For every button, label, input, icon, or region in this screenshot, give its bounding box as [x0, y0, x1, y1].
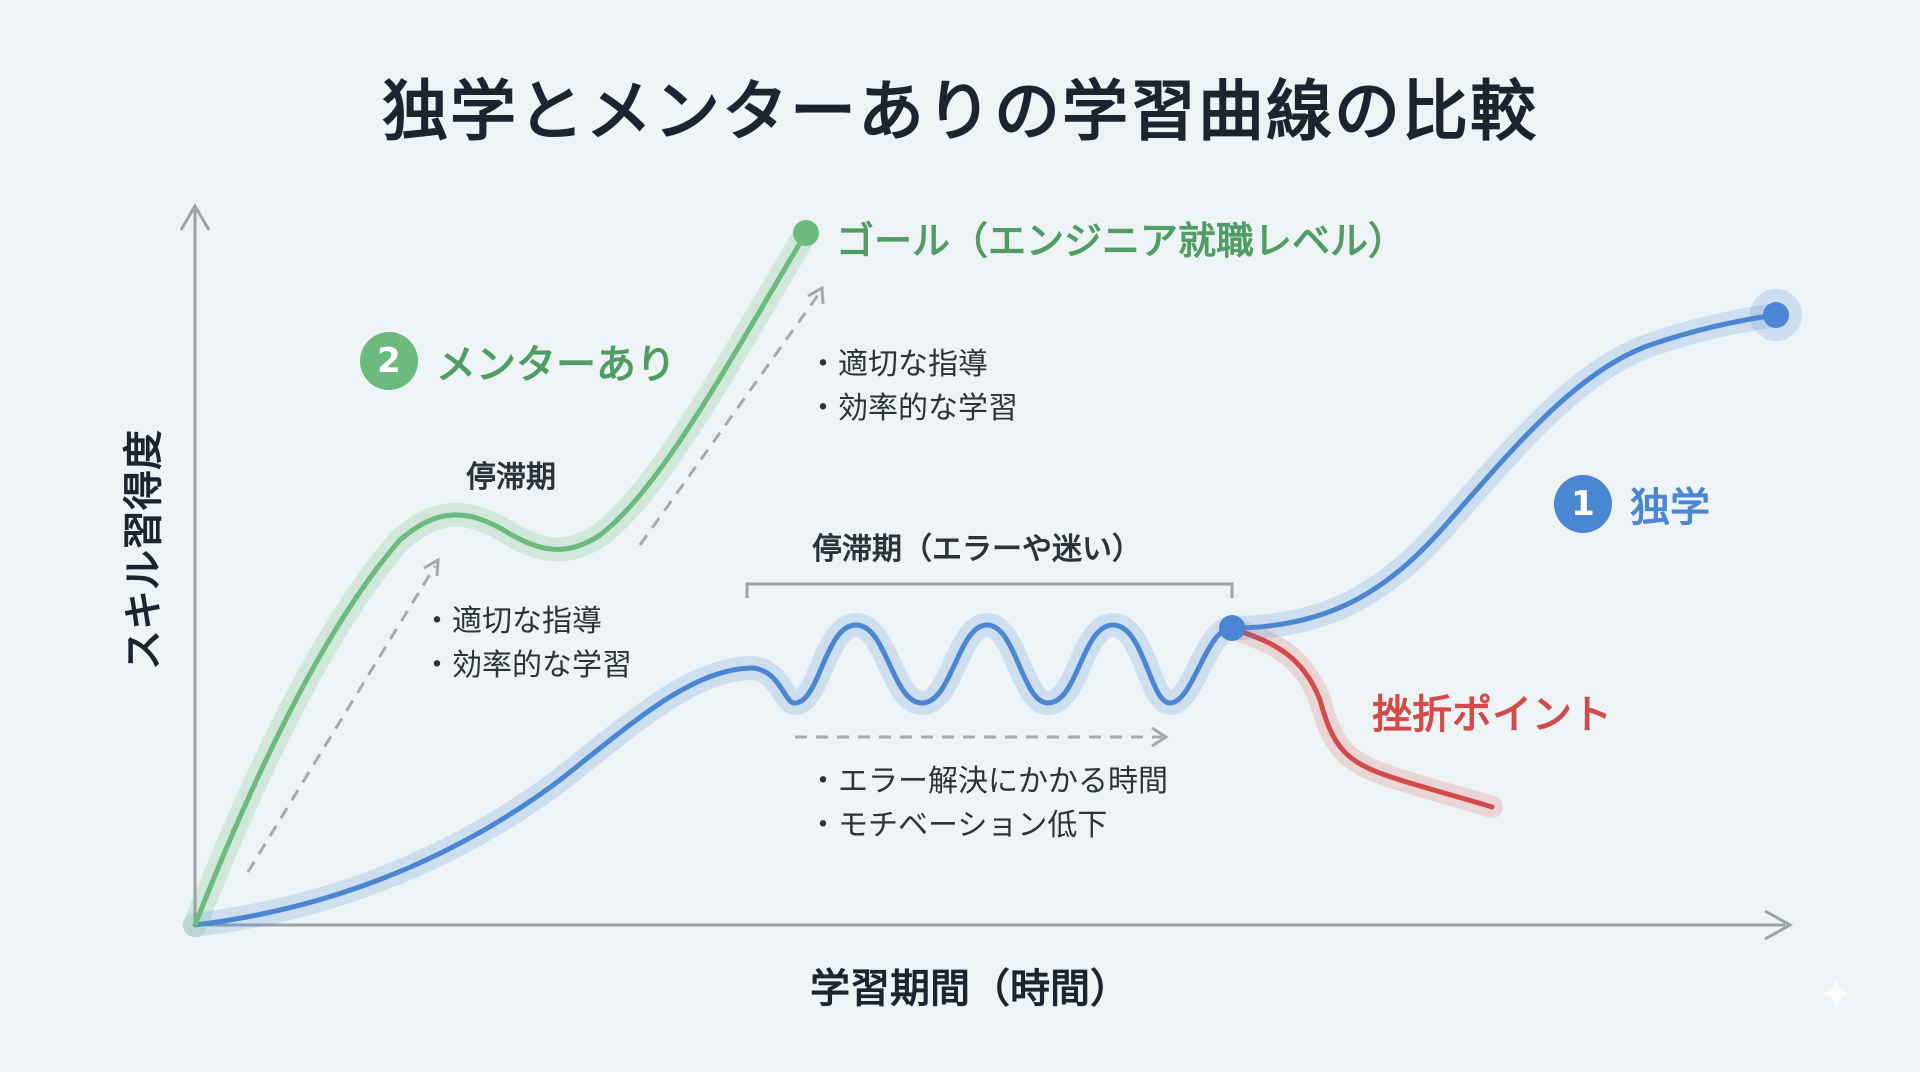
- x-axis-arrow: [1764, 909, 1794, 941]
- sparkle-icon: ✦: [1818, 970, 1855, 1021]
- bullet-item: 適切な指導: [422, 600, 632, 644]
- solo-end-point: [1763, 302, 1789, 328]
- frustration-point-label: 挫折ポイント: [1372, 692, 1612, 738]
- goal-point: [793, 220, 819, 246]
- bullet-item: モチベーション低下: [808, 804, 1168, 848]
- dashed-arrowheads: [423, 285, 1169, 748]
- solo-plateau-label: 停滞期（エラーや迷い）: [812, 532, 1142, 567]
- bullet-item: 効率的な学習: [808, 387, 1018, 431]
- x-axis-label: 学習期間（時間）: [810, 966, 1130, 1012]
- goal-label: ゴール（エンジニア就職レベル）: [836, 219, 1407, 263]
- solo-curve: [183, 303, 1788, 937]
- mentor-badge: 2: [360, 332, 418, 390]
- bullet-item: 適切な指導: [808, 343, 1018, 387]
- axes: [179, 203, 1794, 941]
- dashed-arrow-mentor-upper: [638, 294, 820, 546]
- frustration-branch-point: [1219, 615, 1245, 641]
- frustration-curve: [1221, 617, 1503, 818]
- solo-series-label: 1 独学: [1554, 475, 1710, 533]
- page-title: 独学とメンターありの学習曲線の比較: [382, 73, 1538, 150]
- dashed-arrows: [246, 294, 1162, 873]
- dashed-arrow-mentor-lower: [246, 565, 437, 873]
- mentor-series-label: 2 メンターあり: [360, 332, 676, 390]
- bullet-item: エラー解決にかかる時間: [808, 760, 1168, 804]
- solo-label-text: 独学: [1630, 485, 1710, 531]
- mentor-upper-bullets: 適切な指導 効率的な学習: [808, 343, 1018, 431]
- y-axis-arrow: [179, 203, 211, 231]
- mentor-curve: [183, 221, 818, 937]
- bullet-item: 効率的な学習: [422, 644, 632, 688]
- solo-plateau-bullets: エラー解決にかかる時間 モチベーション低下: [808, 760, 1168, 848]
- solo-badge: 1: [1554, 475, 1612, 533]
- plateau-bracket: [745, 582, 1234, 598]
- mentor-plateau-label: 停滞期: [466, 460, 556, 495]
- mentor-lower-bullets: 適切な指導 効率的な学習: [422, 600, 632, 688]
- y-axis-label: スキル習得度: [121, 430, 167, 670]
- mentor-label-text: メンターあり: [436, 342, 676, 388]
